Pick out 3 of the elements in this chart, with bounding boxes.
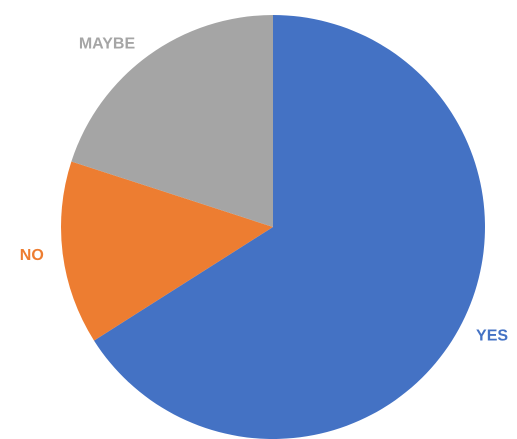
slice-label: YES bbox=[476, 327, 508, 344]
slice-label: MAYBE bbox=[78, 36, 136, 53]
slice-label: NO bbox=[20, 246, 44, 264]
